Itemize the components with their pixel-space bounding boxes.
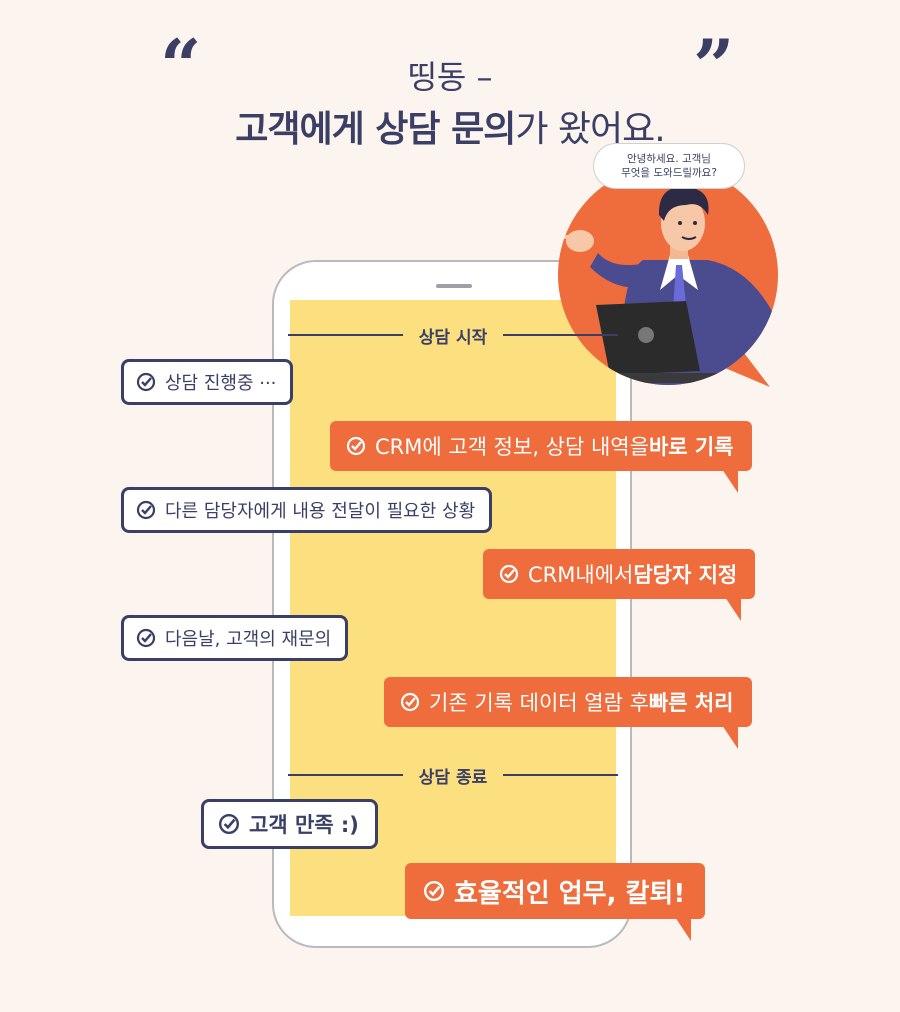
chat-text-bold: 효율적인 업무, 칼퇴! bbox=[454, 878, 686, 909]
check-icon bbox=[136, 372, 156, 392]
consult-end-divider: 상담 종료 bbox=[288, 762, 619, 788]
chat-bubble-assign-agent: CRM내에서 담당자 지정 bbox=[483, 549, 756, 621]
consultant-speech-bubble: 안녕하세요. 고객님 무엇을 도와드릴까요? bbox=[593, 143, 745, 189]
phone-speaker bbox=[436, 284, 472, 288]
chat-bubble-quick-handling: 기존 기록 데이터 열람 후 빠른 처리 bbox=[384, 677, 752, 749]
open-quote-mark: “ bbox=[160, 23, 202, 108]
check-icon bbox=[136, 628, 156, 648]
chat-text: 상담 진행중 ··· bbox=[165, 373, 277, 394]
consult-end-label: 상담 종료 bbox=[418, 767, 488, 788]
check-icon bbox=[423, 880, 445, 902]
close-quote-mark: ” bbox=[693, 23, 735, 108]
chat-text: CRM내에서 bbox=[528, 563, 634, 587]
check-icon bbox=[346, 436, 366, 456]
headline-line1: 띵동 – bbox=[407, 58, 493, 96]
check-icon bbox=[218, 813, 240, 835]
chat-text: CRM에 고객 정보, 상담 내역을 bbox=[375, 435, 649, 459]
chat-text-bold: 빠른 처리 bbox=[648, 691, 734, 715]
consultant-icon bbox=[558, 165, 778, 387]
chat-text-bold: 담당자 지정 bbox=[633, 563, 738, 587]
chat-text: 다른 담당자에게 내용 전달이 필요한 상황 bbox=[165, 501, 476, 522]
chat-bubble-in-progress: 상담 진행중 ··· bbox=[121, 359, 294, 405]
chat-bubble-crm-record: CRM에 고객 정보, 상담 내역을 바로 기록 bbox=[330, 421, 752, 493]
chat-bubble-efficient-work: 효율적인 업무, 칼퇴! bbox=[405, 863, 706, 941]
check-icon bbox=[499, 564, 519, 584]
chat-text: 기존 기록 데이터 열람 후 bbox=[429, 691, 649, 715]
headline-bold: 고객에게 상담 문의 bbox=[235, 109, 516, 150]
consult-start-divider: 상담 시작 bbox=[288, 322, 619, 348]
chat-text-bold: 바로 기록 bbox=[648, 435, 734, 459]
chat-bubble-next-day-inquiry: 다음날, 고객의 재문의 bbox=[121, 615, 349, 661]
chat-bubble-customer-satisfied: 고객 만족 :) bbox=[201, 799, 378, 849]
speech-line2: 무엇을 도와드릴까요? bbox=[621, 167, 717, 179]
chat-bubble-handover-needed: 다른 담당자에게 내용 전달이 필요한 상황 bbox=[121, 487, 493, 533]
consult-start-label: 상담 시작 bbox=[418, 327, 488, 348]
chat-text: 고객 만족 :) bbox=[249, 813, 359, 837]
consultant-illustration bbox=[558, 165, 798, 390]
speech-line1: 안녕하세요. 고객님 bbox=[627, 153, 711, 165]
chat-text: 다음날, 고객의 재문의 bbox=[165, 629, 332, 650]
check-icon bbox=[400, 692, 420, 712]
check-icon bbox=[136, 500, 156, 520]
headline-line2: 고객에게 상담 문의가 왔어요. bbox=[0, 100, 900, 152]
